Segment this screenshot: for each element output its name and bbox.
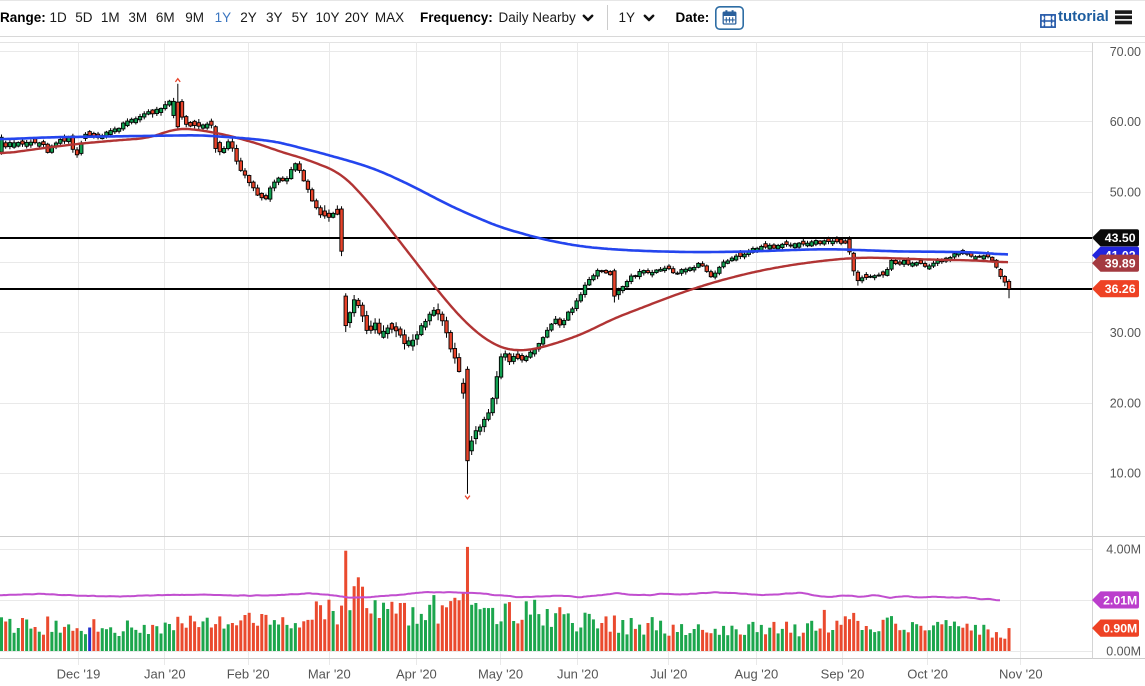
svg-text:Jul '20: Jul '20 [650, 667, 687, 682]
svg-text:May '20: May '20 [478, 667, 523, 682]
svg-text:Dec '19: Dec '19 [57, 667, 101, 682]
svg-text:0.90M: 0.90M [1103, 622, 1137, 636]
svg-text:Jun '20: Jun '20 [557, 667, 599, 682]
svg-text:Aug '20: Aug '20 [735, 667, 779, 682]
svg-text:60.00: 60.00 [1110, 115, 1141, 129]
svg-text:70.00: 70.00 [1110, 45, 1141, 59]
svg-text:Sep '20: Sep '20 [821, 667, 865, 682]
svg-text:Oct '20: Oct '20 [907, 667, 948, 682]
svg-text:0.00M: 0.00M [1106, 644, 1141, 658]
svg-text:36.26: 36.26 [1105, 282, 1136, 296]
svg-text:Nov '20: Nov '20 [999, 667, 1043, 682]
svg-text:Mar '20: Mar '20 [308, 667, 351, 682]
svg-text:43.50: 43.50 [1105, 231, 1136, 245]
svg-text:39.89: 39.89 [1105, 257, 1136, 271]
svg-text:10.00: 10.00 [1110, 467, 1141, 481]
svg-text:20.00: 20.00 [1110, 396, 1141, 410]
svg-text:50.00: 50.00 [1110, 185, 1141, 199]
svg-text:4.00M: 4.00M [1106, 543, 1141, 557]
svg-text:Feb '20: Feb '20 [227, 667, 270, 682]
svg-text:Jan '20: Jan '20 [144, 667, 186, 682]
svg-text:2.01M: 2.01M [1103, 593, 1137, 607]
svg-text:Apr '20: Apr '20 [396, 667, 437, 682]
svg-text:30.00: 30.00 [1110, 326, 1141, 340]
